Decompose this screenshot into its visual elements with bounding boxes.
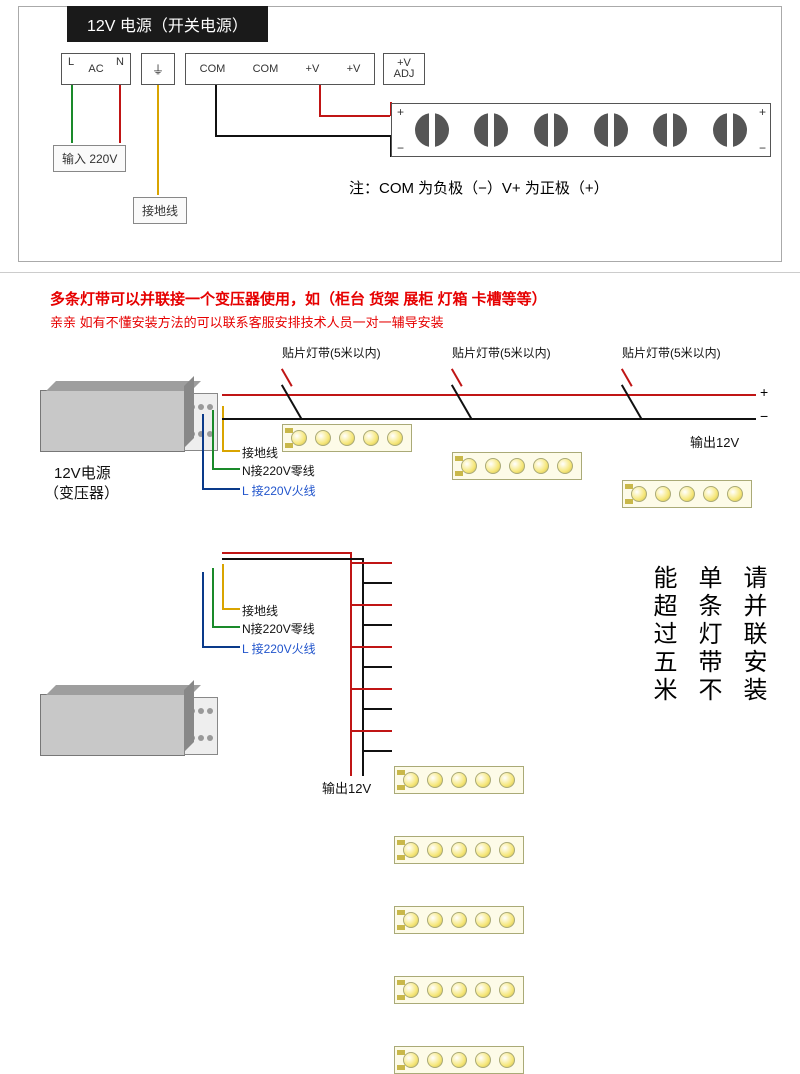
wire-ground [157,85,159,195]
psu-2 [40,694,185,756]
vbus-pos [350,552,352,776]
psu1-title: 12V电源 [54,462,111,483]
lbl-n-2: N接220V零线 [242,462,315,479]
strip-a2 [452,452,582,480]
psu1-sub: （变压器） [44,482,119,503]
wire-N [119,85,121,143]
big-led-strip [391,103,771,157]
strip-a1 [282,424,412,452]
term-outputs: COM COM +V +V [185,53,375,85]
bus-pos [222,394,756,396]
note-polarity: 注：COM 为负极（−）V+ 为正极（+） [349,177,609,198]
lbl-ground-3: 接地线 [242,602,278,619]
strip-b5 [394,1046,524,1074]
label-ground: 接地线 [133,197,187,224]
lbl-l-2: L 接220V火线 [242,482,316,499]
lbl-l-3: L 接220V火线 [242,640,316,657]
banner-line2: 亲亲 如有不懂安装方法的可以联系客服安排技术人员一对一辅导安装 [50,312,444,331]
psu-1 [40,390,185,452]
vtext-1: 请并联安装 [735,565,770,705]
strip-b4 [394,976,524,1004]
section1-frame: 12V 电源（开关电源） L AC N ⏚ COM COM +V +V +V A… [18,6,782,262]
vtext-2: 单条灯带不 [690,565,725,705]
strip-a3 [622,480,752,508]
vtext-3: 能超过五米 [645,565,680,705]
section1-header: 12V 电源（开关电源） [67,6,268,42]
term-ac: L AC N [61,53,131,85]
output12v-b: 输出12V [322,778,371,797]
wire-L [71,85,73,143]
label-input: 输入 220V [53,145,126,172]
strip-b1 [394,766,524,794]
banner-line1: 多条灯带可以并联接一个变压器使用，如（柜台 货架 展柜 灯箱 卡槽等等） [50,288,547,309]
term-adj: +V ADJ [383,53,425,85]
term-ground: ⏚ [141,53,175,85]
strip-b2 [394,836,524,864]
output12v-a: 输出12V [690,432,739,451]
strip-b3 [394,906,524,934]
lbl-n-3: N接220V零线 [242,620,315,637]
lbl-ground-2: 接地线 [242,444,278,461]
